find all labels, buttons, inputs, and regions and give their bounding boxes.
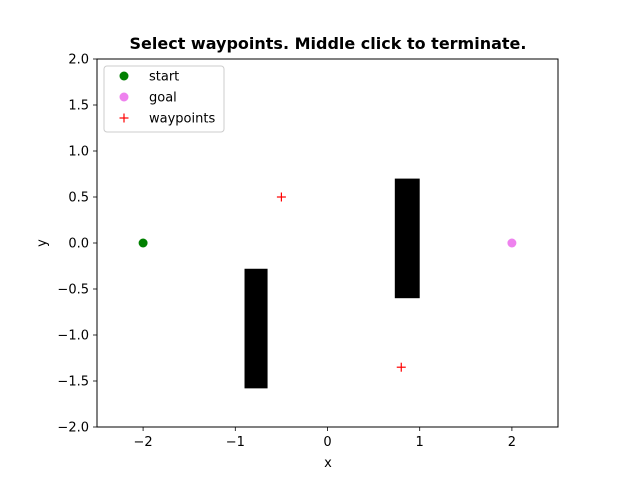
legend-marker-waypoints [119, 113, 129, 123]
goal-point [507, 238, 517, 248]
y-tick-label: −1.0 [57, 329, 89, 344]
y-axis-label: y [35, 239, 50, 247]
y-axis-ticks: −2.0 −1.5 −1.0 −0.5 0.0 0.5 1.0 1.5 2.0 [57, 53, 97, 436]
y-tick-label: −1.5 [57, 375, 89, 390]
legend-item-waypoints: waypoints [119, 112, 215, 127]
waypoints-point-1 [276, 192, 286, 202]
x-axis-label: x [324, 456, 332, 471]
x-tick-label: 2 [508, 435, 516, 450]
x-axis-ticks: −2 −1 0 1 2 [134, 427, 516, 450]
y-tick-label: 1.5 [68, 99, 89, 114]
x-tick-label: 0 [323, 435, 331, 450]
obstacles-layer [244, 178, 420, 389]
x-tick-label: −2 [134, 435, 153, 450]
legend-frame [103, 65, 225, 133]
legend-label-start: start [149, 70, 179, 85]
legend: start goal waypoints [103, 65, 225, 133]
y-tick-label: 2.0 [68, 53, 89, 68]
y-tick-label: 0.5 [68, 191, 89, 206]
waypoints-point-2 [396, 362, 406, 372]
legend-item-goal: goal [119, 91, 177, 106]
markers-layer [138, 192, 517, 372]
legend-marker-start [119, 71, 129, 81]
y-tick-label: 1.0 [68, 145, 89, 160]
legend-items: start goal waypoints [119, 70, 215, 127]
y-tick-label: −0.5 [57, 283, 89, 298]
x-tick-label: −1 [226, 435, 245, 450]
start-point [138, 238, 148, 248]
obstacle-1 [244, 268, 268, 389]
chart-title: Select waypoints. Middle click to termin… [130, 34, 527, 53]
y-tick-label: −2.0 [57, 421, 89, 436]
y-tick-label: 0.0 [68, 237, 89, 252]
obstacle-2 [394, 178, 420, 299]
legend-item-start: start [119, 70, 179, 85]
legend-marker-goal [119, 92, 129, 102]
legend-label-waypoints: waypoints [149, 112, 215, 127]
x-tick-label: 1 [416, 435, 424, 450]
legend-label-goal: goal [149, 91, 177, 106]
